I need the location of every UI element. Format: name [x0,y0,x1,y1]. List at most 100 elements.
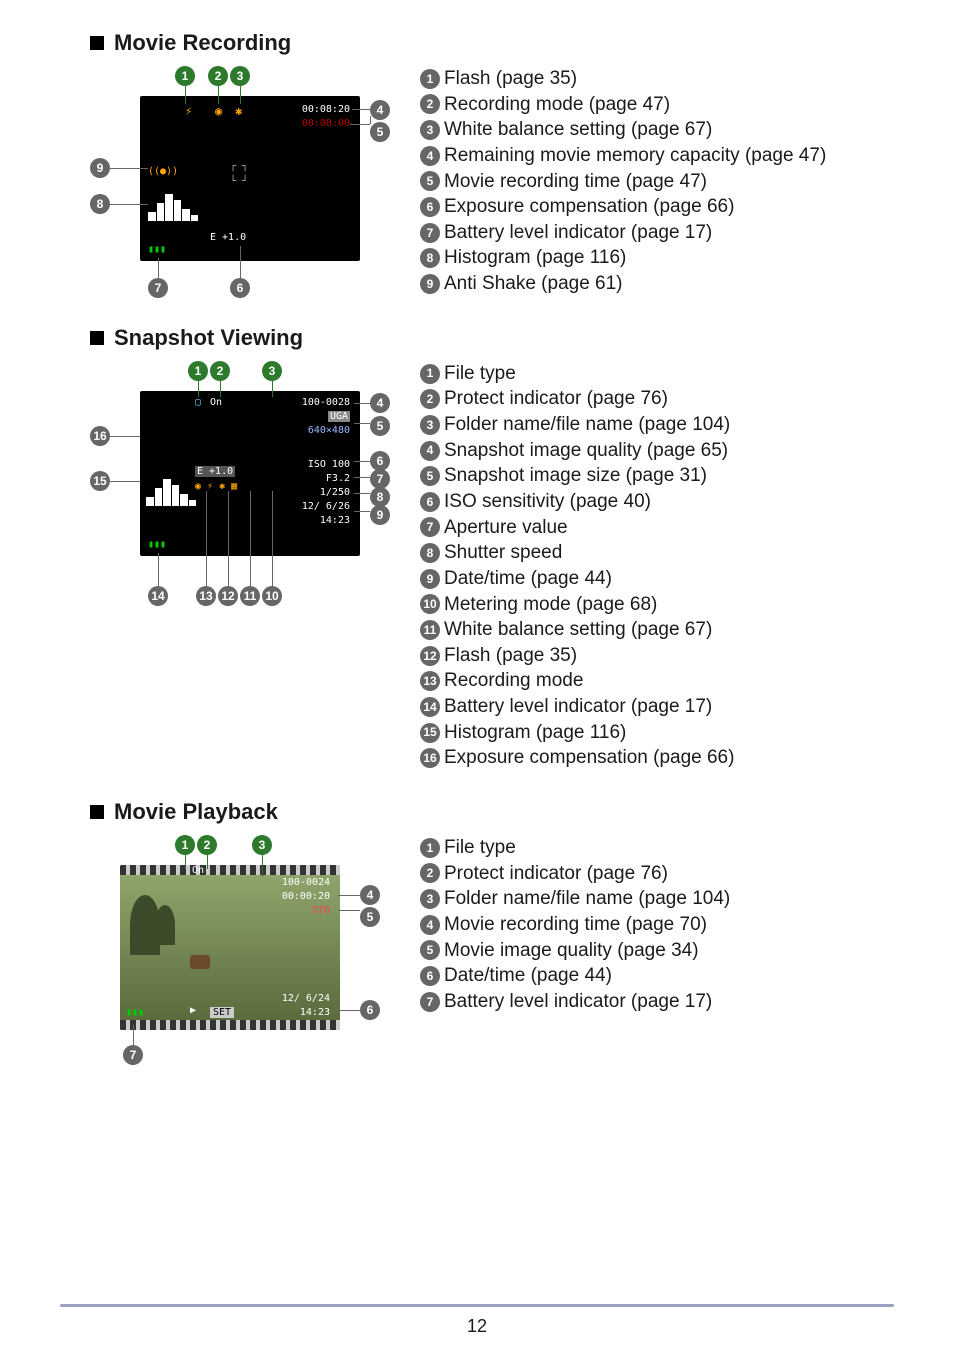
footer-rule [60,1304,894,1307]
callout-2: 2 [210,361,230,381]
callout-3: 3 [230,66,250,86]
list-label: Folder name/file name (page 104) [444,886,730,912]
list-label: Folder name/file name (page 104) [444,412,730,438]
play-icon: ▶ [190,1005,196,1016]
screen-shutter: 1/250 [320,487,350,498]
screen-time2: 14:23 [300,1007,330,1018]
heading-movie-playback: Movie Playback [90,799,894,825]
snapshot-list: 1File type 2Protect indicator (page 76) … [420,361,894,771]
list-label: Aperture value [444,515,568,541]
list-label: Battery level indicator (page 17) [444,989,712,1015]
battery-icon: ▮▮▮ [148,244,166,255]
list-badge: 5 [420,940,440,960]
screen-folder: 100-0024 [282,877,330,888]
protect-icon: On [192,865,204,876]
wb-icon: ✱ [235,104,242,118]
anti-shake-icon: ((●)) [148,166,178,177]
list-label: Snapshot image quality (page 65) [444,438,728,464]
screen-quality: UGA [328,411,350,422]
screen-aperture: F3.2 [326,473,350,484]
bullet-square [90,331,104,345]
screen-date: 12/ 6/26 [302,501,350,512]
list-label: Exposure compensation (page 66) [444,194,734,220]
list-label: Movie recording time (page 70) [444,912,707,938]
film-icon [120,1020,340,1030]
list-badge: 6 [420,197,440,217]
bullet-square [90,805,104,819]
screen-exposure: E +1.0 [210,232,246,243]
callout-7: 7 [370,469,390,489]
heading-text: Movie Recording [114,30,291,56]
callout-6: 6 [370,451,390,471]
film-icon [120,865,340,875]
snapshot-diagram: ▢ On 100-0028 UGA 640×480 ISO 100 F3.2 1… [90,361,390,611]
list-label: Anti Shake (page 61) [444,271,623,297]
list-badge: 10 [420,594,440,614]
callout-1: 1 [175,835,195,855]
heading-text: Movie Playback [114,799,278,825]
page-number: 12 [0,1316,954,1337]
heading-text: Snapshot Viewing [114,325,303,351]
list-badge: 8 [420,543,440,563]
section-snapshot-viewing: Snapshot Viewing ▢ On 100-0028 UGA 640×4… [90,325,894,771]
list-label: Date/time (page 44) [444,566,612,592]
histogram-icon [148,191,198,221]
callout-9: 9 [370,505,390,525]
list-badge: 6 [420,966,440,986]
list-label: Snapshot image size (page 31) [444,463,707,489]
list-label: Flash (page 35) [444,643,577,669]
callout-14: 14 [148,586,168,606]
callout-1: 1 [188,361,208,381]
section-movie-recording: Movie Recording 00:08:20 00:00:00 E +1.0… [90,30,894,297]
callout-8: 8 [370,487,390,507]
list-badge: 9 [420,274,440,294]
list-badge: 1 [420,69,440,89]
callout-3: 3 [262,361,282,381]
list-badge: 1 [420,364,440,384]
list-label: Exposure compensation (page 66) [444,745,734,771]
screen-folder: 100-0028 [302,397,350,408]
callout-4: 4 [370,393,390,413]
callout-4: 4 [360,885,380,905]
battery-icon: ▮▮▮ [148,539,166,550]
list-badge: 7 [420,223,440,243]
list-label: Protect indicator (page 76) [444,386,668,412]
callout-4: 4 [370,100,390,120]
list-label: Flash (page 35) [444,66,577,92]
list-badge: 15 [420,723,440,743]
callout-2: 2 [197,835,217,855]
protect-icon: On [210,397,222,408]
list-label: Protect indicator (page 76) [444,861,668,887]
bullet-square [90,36,104,50]
callout-7: 7 [148,278,168,298]
callout-1: 1 [175,66,195,86]
screen-quality: STD [312,905,330,916]
section-movie-playback: Movie Playback On 100-0024 00:00:20 STD [90,799,894,1075]
list-badge: 16 [420,748,440,768]
movie-recording-diagram: 00:08:20 00:00:00 E +1.0 ⚡ ◉ ✱ ┌ ┐ └ ┘ (… [90,66,390,296]
set-icon: SET [210,1007,234,1018]
list-badge: 4 [420,441,440,461]
list-badge: 3 [420,415,440,435]
list-label: ISO sensitivity (page 40) [444,489,651,515]
list-label: Recording mode (page 47) [444,92,670,118]
list-badge: 2 [420,389,440,409]
callout-10: 10 [262,586,282,606]
list-badge: 11 [420,620,440,640]
callout-7: 7 [123,1045,143,1065]
icon-row: ◉ ⚡ ✱ ▦ [195,481,237,492]
screen-rec-time: 00:00:20 [282,891,330,902]
list-badge: 2 [420,94,440,114]
list-badge: 14 [420,697,440,717]
list-badge: 3 [420,120,440,140]
list-badge: 2 [420,863,440,883]
screen-size: 640×480 [308,425,350,436]
list-badge: 7 [420,517,440,537]
list-badge: 9 [420,569,440,589]
list-label: Shutter speed [444,540,562,566]
list-badge: 1 [420,838,440,858]
callout-3: 3 [252,835,272,855]
callout-8: 8 [90,194,110,214]
callout-6: 6 [360,1000,380,1020]
list-badge: 4 [420,146,440,166]
